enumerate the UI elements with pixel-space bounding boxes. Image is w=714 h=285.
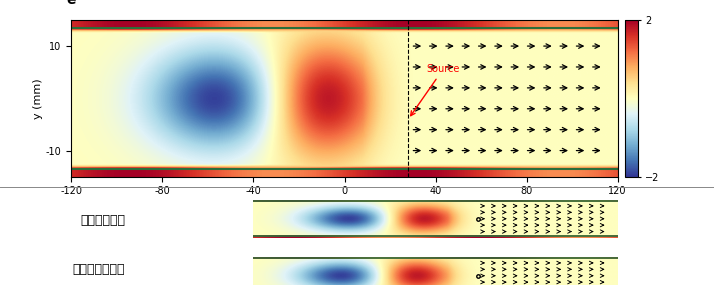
Text: Source: Source — [411, 64, 460, 116]
Text: 点磁流激发：: 点磁流激发： — [80, 214, 125, 227]
Y-axis label: y (mm): y (mm) — [33, 78, 43, 119]
Text: 表面磁流激发：: 表面磁流激发： — [72, 263, 125, 276]
X-axis label: x (mm): x (mm) — [324, 202, 365, 212]
Text: e: e — [66, 0, 76, 7]
